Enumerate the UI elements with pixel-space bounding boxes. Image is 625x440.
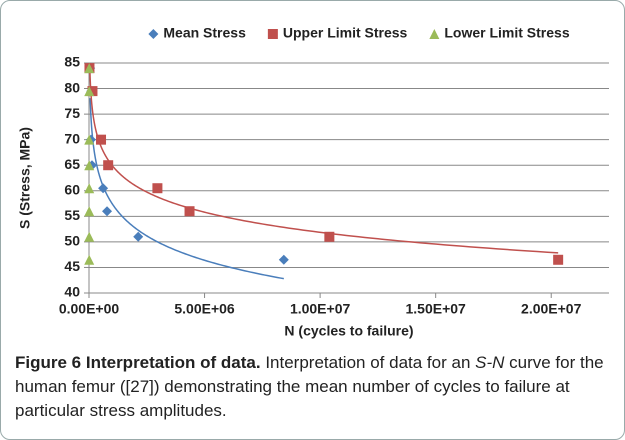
y-tick-label: 70 [64,130,80,146]
marker [84,254,95,265]
marker [84,86,95,97]
marker [553,254,564,265]
x-tick-label: 0.00E+00 [59,301,120,317]
caption-text: curve for the human femur ([27]) demonst… [15,353,604,420]
legend-item: Lower Limit Stress [429,25,570,41]
marker [84,63,95,74]
x-tick-label: 1.00E+07 [290,301,351,317]
marker [84,206,95,217]
marker [84,231,95,242]
caption-label: Figure 6 Interpretation of data. [15,353,261,372]
marker [184,206,195,217]
trendline [89,98,284,280]
marker [103,160,114,171]
marker [96,134,107,145]
y-tick-label: 50 [64,233,80,249]
y-tick-label: 40 [64,284,80,300]
y-tick-label: 55 [64,207,80,223]
caption: Figure 6 Interpretation of data. Interpr… [15,351,615,423]
legend-label: Mean Stress [163,25,246,41]
marker [148,29,159,39]
x-axis-title: N (cycles to failure) [284,323,413,339]
legend-label: Lower Limit Stress [444,25,569,41]
marker [267,29,278,39]
marker [87,86,98,97]
marker [84,160,95,171]
marker [152,183,163,194]
caption-text: Interpretation of data for an [260,353,476,372]
marker [102,206,113,217]
y-axis-title: S (Stress, MPa) [17,127,33,229]
y-tick-label: 75 [64,105,80,121]
y-tick-label: 85 [64,54,80,70]
marker [133,231,144,242]
caption-italic: S-N [475,353,505,372]
marker [324,231,335,242]
marker [84,134,95,145]
y-tick-label: 45 [64,258,80,274]
marker [84,183,95,194]
marker [278,254,289,265]
marker [429,29,440,39]
trendline [89,63,559,254]
y-tick-label: 80 [64,79,80,95]
legend-item: Mean Stress [148,25,246,41]
legend-label: Upper Limit Stress [283,25,408,41]
legend-item: Upper Limit Stress [267,25,408,41]
y-tick-label: 65 [64,156,80,172]
x-tick-label: 1.50E+07 [405,301,466,317]
chart: N (cycles to failure) S (Stress, MPa) 40… [17,25,609,339]
marker [98,183,109,194]
x-tick-label: 2.00E+07 [521,301,582,317]
y-tick-label: 60 [64,181,80,197]
legend: Mean Stress Upper Limit Stress Lower Limit… [148,25,570,41]
x-tick-label: 5.00E+06 [174,301,235,317]
